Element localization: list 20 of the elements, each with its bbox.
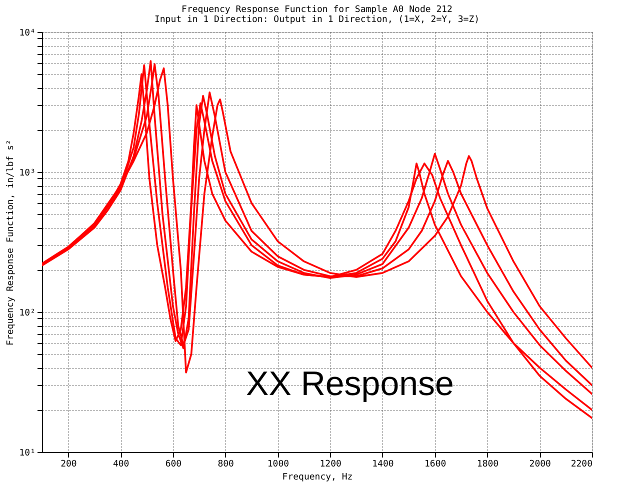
y-axis-title: Frequency Response Function, in/lbf s² (6, 140, 16, 346)
x-tick-label: 2200 (570, 460, 592, 470)
x-axis-title: Frequency, Hz (282, 472, 353, 482)
x-tick-label: 400 (112, 460, 130, 470)
x-tick-label: 1000 (267, 460, 290, 470)
y-tick-label: 10¹ (19, 448, 36, 458)
y-tick-label: 10⁴ (19, 28, 36, 38)
y-tick-label: 10³ (19, 168, 36, 178)
x-tick-label: 2000 (529, 460, 551, 470)
x-tick-label: 1800 (476, 460, 499, 470)
x-tick-label: 1200 (320, 460, 342, 470)
x-tick-label: 800 (218, 460, 234, 470)
x-tick-label: 1400 (372, 460, 394, 470)
x-tick-label: 200 (60, 460, 77, 470)
x-tick-label: 600 (165, 460, 182, 470)
x-tick-label: 1600 (424, 460, 446, 470)
annotation: XX Response (246, 364, 454, 403)
chart-title: Frequency Response Function for Sample A0 Node 212 (182, 5, 452, 15)
y-tick-label: 10² (19, 308, 36, 318)
chart-subtitle: Input in 1 Direction: Output in 1 Direction, (1=X, 2=Y, 3=Z) (154, 15, 480, 25)
